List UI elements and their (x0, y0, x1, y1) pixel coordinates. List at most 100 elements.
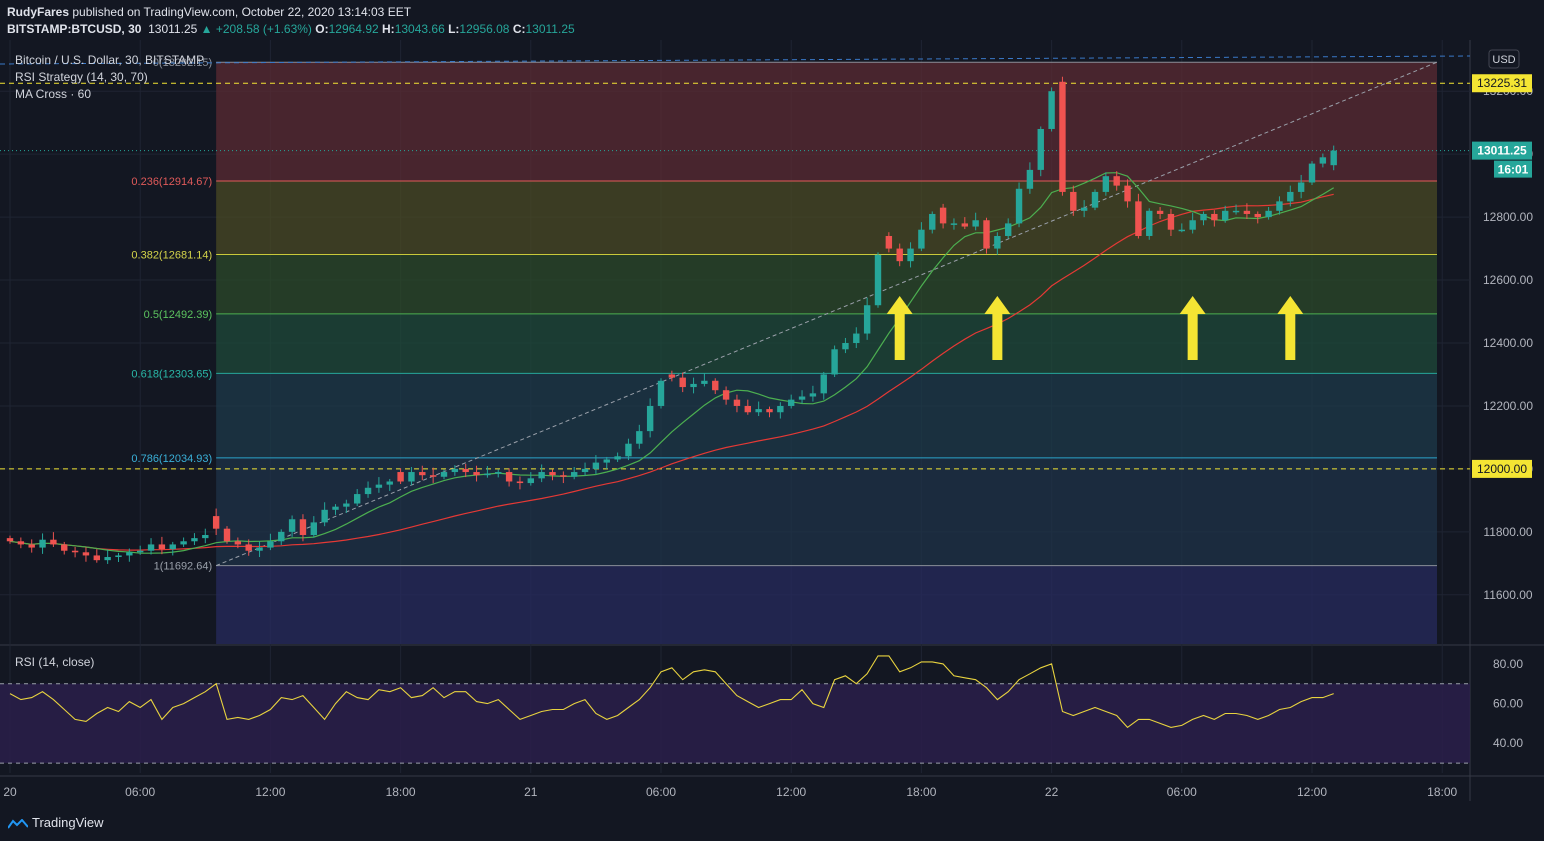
candle-body (907, 248, 914, 262)
candle-body (137, 550, 144, 553)
fib-level-label: 0.786(12034.93) (131, 453, 212, 465)
time-tick-label: 22 (1045, 785, 1059, 799)
low-label: L: (448, 22, 460, 36)
time-tick-label: 18:00 (386, 785, 416, 799)
candle-body (473, 472, 480, 476)
brand-label: TradingView (32, 815, 104, 830)
candle-body (1330, 150, 1337, 166)
candle-body (788, 399, 795, 406)
candle-body (484, 473, 491, 476)
fib-zone (216, 62, 1437, 182)
candle-body (1102, 176, 1110, 192)
countdown-tag (1494, 160, 1532, 178)
candle-body (1222, 210, 1229, 221)
legend-study-rsi-strategy: RSI Strategy (14, 30, 70) (15, 70, 148, 84)
buy-arrow-icon (886, 296, 913, 360)
level-price-tag-label: 12000.00 (1477, 462, 1527, 476)
legend-study-ma-cross: MA Cross · 60 (15, 87, 91, 101)
candle-body (354, 494, 361, 504)
fib-level-label: 0.618(12303.65) (131, 368, 212, 380)
candle-body (495, 472, 502, 474)
candle-body (668, 374, 676, 378)
candle-body (462, 468, 469, 473)
rsi-tick-label: 80.00 (1493, 657, 1523, 671)
time-tick-label: 06:00 (646, 785, 676, 799)
fib-trend-line (215, 61, 1438, 567)
candle-body (614, 456, 621, 460)
candle-body (397, 472, 404, 482)
candle-body (1167, 213, 1175, 230)
candle-body (527, 478, 534, 484)
candle-body (625, 443, 632, 457)
time-tick-label: 21 (524, 785, 538, 799)
symbol-label[interactable]: BITSTAMP:BTCUSD, 30 (7, 22, 142, 36)
buy-arrow-icon (1277, 296, 1304, 360)
candle-body (299, 519, 307, 535)
candle-body (234, 541, 242, 545)
candle-body (809, 393, 817, 397)
fib-zone (216, 254, 1437, 314)
close-label: C: (512, 22, 526, 36)
level-price-tag (1472, 459, 1532, 478)
publisher-name[interactable]: RudyFares (7, 5, 70, 19)
candle-body (278, 531, 285, 542)
candle-body (61, 544, 68, 551)
fib-zone (216, 457, 1437, 566)
candle-body (1048, 91, 1055, 129)
time-tick-label: 12:00 (1297, 785, 1327, 799)
candle-body (93, 555, 100, 561)
fib-zone (216, 313, 1437, 374)
candle-body (180, 541, 187, 545)
price-tick-label: 11600.00 (1483, 588, 1532, 602)
candle-body (1135, 201, 1142, 236)
candle-body (115, 555, 122, 558)
ma-slow-line (9, 193, 1334, 551)
candle-body (1287, 191, 1294, 202)
candle-body (1091, 191, 1099, 208)
candle-body (766, 409, 773, 413)
candle-body (679, 377, 686, 388)
buy-arrow-icon (984, 296, 1011, 360)
ohlc-summary: BITSTAMP:BTCUSD, 30 13011.25 ▲ +208.58 (… (7, 22, 575, 36)
candle-body (646, 405, 654, 432)
publish-info: RudyFares published on TradingView.com, … (7, 5, 411, 19)
tradingview-brand[interactable]: TradingView (8, 815, 104, 830)
candle-body (147, 544, 155, 551)
candle-body (169, 544, 176, 550)
candle-body (267, 541, 274, 548)
candle-body (126, 552, 133, 556)
chart-header: RudyFares published on TradingView.com, … (0, 0, 1544, 40)
rsi-legend-title: RSI (14, close) (15, 655, 94, 669)
last-price-text: 13011.25 (148, 22, 198, 36)
published-text: published on TradingView.com, October 22… (69, 5, 412, 19)
candle-body (386, 481, 393, 485)
candle-body (918, 229, 925, 249)
price-chart[interactable]: 0(13292.15)0.236(12914.67)0.382(12681.14… (0, 40, 1544, 801)
candle-body (820, 374, 827, 394)
candle-body (191, 538, 198, 542)
level-price-tag-label: 13225.31 (1477, 76, 1527, 90)
candle-body (885, 235, 893, 249)
candle-body (690, 383, 697, 388)
candle-body (1254, 213, 1261, 218)
candle-body (451, 468, 459, 473)
fib-level-label: 0.5(12492.39) (144, 309, 213, 321)
candle-body (516, 481, 524, 484)
price-tick-label: 12400.00 (1483, 336, 1533, 350)
candle-body (39, 539, 46, 548)
candle-body (1276, 201, 1283, 211)
high-value: 13043.66 (394, 22, 445, 36)
candle-body (929, 213, 936, 230)
tradingview-logo-icon (8, 818, 28, 829)
candle-body (364, 487, 372, 495)
candle-body (1146, 210, 1153, 236)
last-price-tag-label: 13011.25 (1477, 144, 1527, 158)
chart-footer: TradingView (0, 801, 1544, 841)
candle-body (82, 552, 90, 556)
price-tick-label: 12600.00 (1483, 273, 1533, 287)
change-text: ▲ +208.58 (+1.63%) (200, 22, 312, 36)
candle-body (1080, 207, 1088, 211)
candle-body (744, 405, 751, 413)
candle-body (212, 516, 220, 529)
candle-body (440, 472, 448, 477)
